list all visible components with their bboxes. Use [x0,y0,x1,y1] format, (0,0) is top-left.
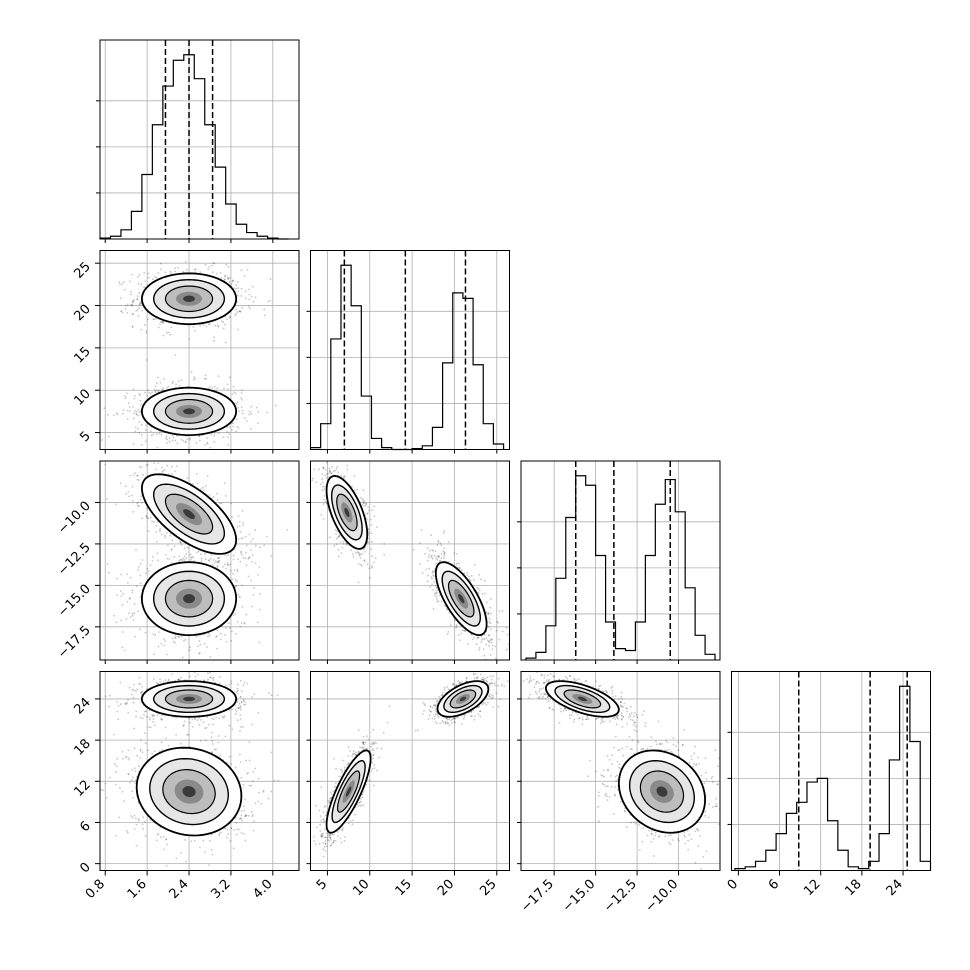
x-tick-label-0-4: 4.0 [250,877,275,902]
x-axis-3: 0 6 12 18 24 [725,870,906,899]
x-tick-label-1-2: 15 [393,877,415,899]
histogram-panel-0 [96,39,300,240]
y-tick-label-1-3: 20 [72,302,94,324]
histogram-step-2 [525,475,716,660]
scatter-panel-2-3 [520,671,721,871]
y-tick-label-3-1: 6 [77,819,93,835]
y-tick-label-2-1: −15.0 [55,582,94,621]
x-tick-label-0-2: 2.4 [167,877,192,902]
histogram-panel-3 [727,671,932,871]
y-tick-label-3-0: 0 [77,860,93,876]
x-tick-label-3-3: 18 [842,877,864,899]
y-tick-label-1-4: 25 [72,259,94,281]
x-tick-label-3-4: 24 [884,877,906,899]
x-tick-label-0-0: 0.8 [83,877,108,902]
scatter-panel-1-2 [310,460,510,661]
y-tick-label-2-3: −10.0 [55,499,94,538]
x-tick-label-2-3: −10.0 [643,877,682,916]
y-tick-label-2-2: −12.5 [55,540,94,579]
histogram-panel-2 [517,460,721,661]
y-tick-label-3-2: 12 [72,778,94,800]
histogram-step-3 [734,685,932,871]
y-tick-label-2-0: −17.5 [55,623,94,662]
y-tick-label-1-2: 15 [72,344,94,366]
x-tick-label-1-3: 20 [435,877,457,899]
histogram-panel-1 [306,250,510,451]
y-axis-1: 5 10 15 20 25 [72,259,100,445]
y-tick-label-1-1: 10 [72,386,94,408]
scatter-panel-0-2 [99,460,300,661]
scatter-panel-0-1 [99,250,300,450]
x-tick-label-1-1: 10 [350,877,372,899]
x-tick-label-3-1: 6 [766,877,782,893]
x-tick-label-0-3: 3.2 [209,877,234,902]
y-tick-label-3-4: 24 [72,695,94,717]
x-tick-label-1-0: 5 [314,877,330,893]
histogram-step-0 [99,54,289,240]
x-axis-2: −17.5 −15.0 −12.5 −10.0 [518,870,682,916]
y-tick-label-1-0: 5 [77,429,93,445]
x-tick-label-2-1: −15.0 [560,877,599,916]
x-axis-1: 5 10 15 20 25 [314,870,500,899]
scatter-panel-1-3 [310,671,510,871]
x-tick-label-3-0: 0 [725,877,741,893]
x-tick-label-3-2: 12 [801,877,823,899]
x-tick-label-1-4: 25 [477,877,499,899]
x-axis-0: 0.8 1.6 2.4 3.2 4.0 [83,870,276,902]
scatter-panel-0-3 [99,671,300,871]
x-tick-label-2-2: −12.5 [601,877,640,916]
x-tick-label-2-0: −17.5 [518,877,557,916]
x-tick-label-0-1: 1.6 [125,877,150,902]
y-tick-label-3-3: 18 [72,736,94,758]
